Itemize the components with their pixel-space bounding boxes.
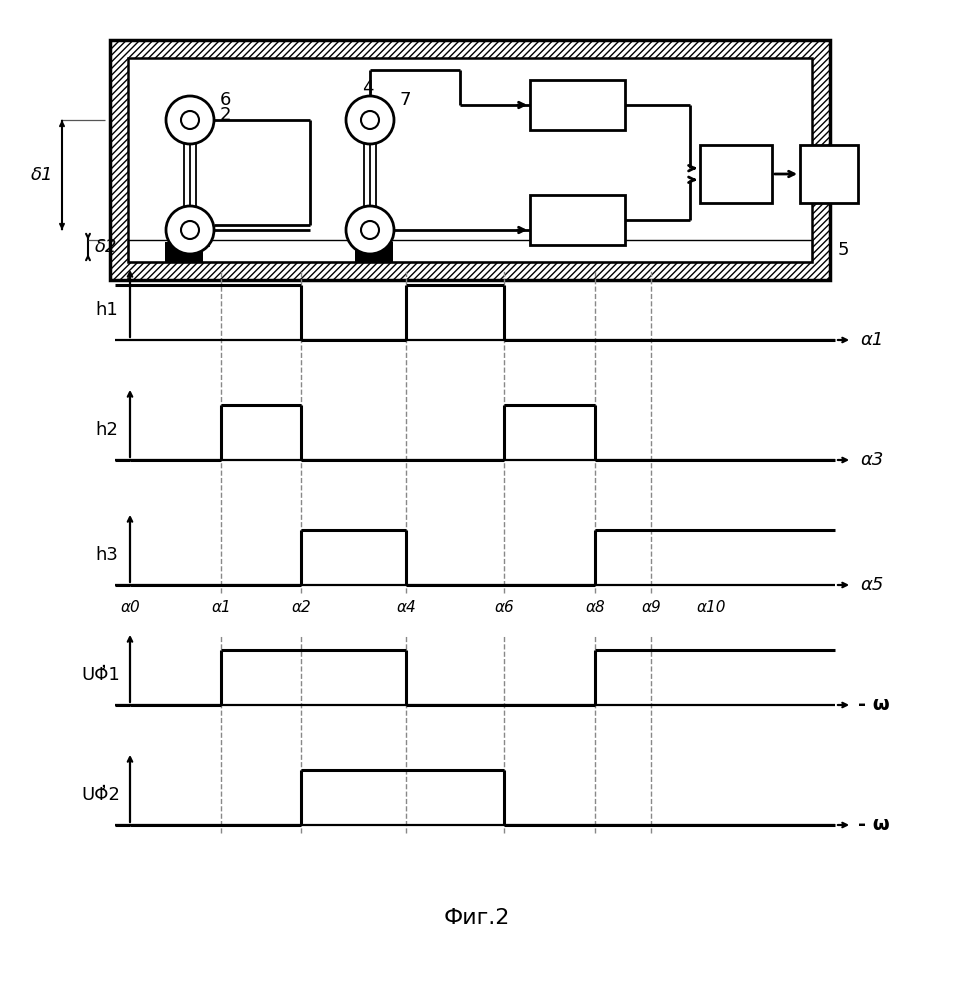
Text: 11: 11: [816, 164, 841, 184]
Text: Фиг.2: Фиг.2: [443, 908, 510, 928]
Text: α0: α0: [120, 599, 140, 614]
Text: 4: 4: [361, 79, 374, 97]
Text: 9: 9: [570, 210, 583, 230]
Bar: [128, 240, 811, 262]
Text: α4: α4: [396, 599, 416, 614]
Circle shape: [360, 221, 378, 239]
Bar: [800, 145, 857, 203]
Text: - ω: - ω: [857, 696, 889, 714]
Text: - ω: - ω: [857, 816, 889, 834]
Text: 2: 2: [220, 106, 232, 124]
Bar: [700, 145, 771, 203]
Text: UΦ̓2: UΦ̓2: [81, 786, 120, 804]
Text: δ1: δ1: [30, 166, 53, 184]
Text: UΦ̓1: UΦ̓1: [81, 666, 120, 684]
Text: α2: α2: [292, 599, 311, 614]
Circle shape: [166, 96, 213, 144]
Circle shape: [346, 96, 394, 144]
Text: h1: h1: [95, 301, 118, 319]
Text: 7: 7: [399, 91, 411, 109]
Text: 1: 1: [200, 233, 212, 251]
Text: α1: α1: [859, 331, 882, 349]
Text: 10: 10: [723, 164, 747, 184]
Text: α6: α6: [494, 599, 514, 614]
Circle shape: [166, 206, 213, 254]
Circle shape: [360, 111, 378, 129]
Circle shape: [346, 206, 394, 254]
Text: α5: α5: [859, 576, 882, 594]
Text: 8: 8: [570, 95, 583, 115]
Text: 6: 6: [220, 91, 232, 109]
Bar: [128, 58, 811, 262]
Bar: [128, 240, 811, 262]
Text: 3: 3: [379, 233, 391, 251]
Text: h2: h2: [95, 421, 118, 439]
Bar: [530, 80, 624, 130]
Text: 5: 5: [837, 241, 848, 259]
Text: α10: α10: [696, 599, 725, 614]
Text: α9: α9: [641, 599, 660, 614]
Circle shape: [181, 111, 199, 129]
Text: α3: α3: [859, 451, 882, 469]
Text: α1: α1: [211, 599, 231, 614]
Text: h3: h3: [95, 546, 118, 564]
Bar: [110, 40, 829, 280]
Text: α8: α8: [585, 599, 605, 614]
Circle shape: [181, 221, 199, 239]
Bar: [355, 242, 393, 262]
Bar: [128, 58, 811, 262]
Text: δ2: δ2: [94, 238, 117, 256]
Bar: [165, 242, 203, 262]
Bar: [530, 195, 624, 245]
